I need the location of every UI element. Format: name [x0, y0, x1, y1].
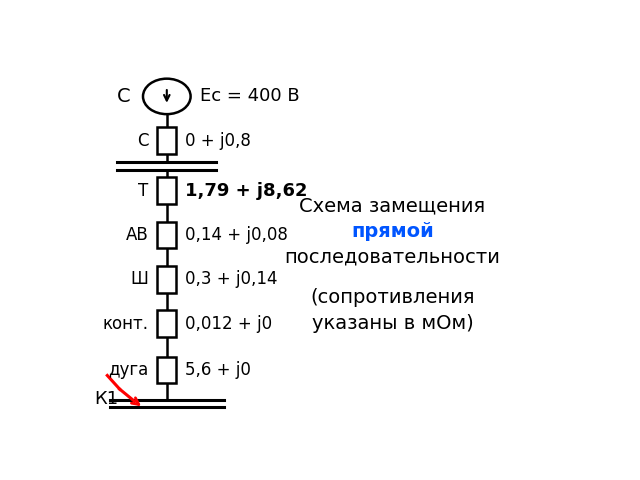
Text: 0 + j0,8: 0 + j0,8: [185, 132, 251, 150]
Text: С: С: [117, 87, 131, 106]
Text: 0,3 + j0,14: 0,3 + j0,14: [185, 270, 278, 288]
Text: 5,6 + j0: 5,6 + j0: [185, 361, 251, 379]
Text: конт.: конт.: [102, 315, 148, 333]
Text: 0,14 + j0,08: 0,14 + j0,08: [185, 226, 288, 244]
Bar: [157, 266, 176, 293]
Text: Схема замещения: Схема замещения: [300, 196, 486, 215]
Text: Ес = 400 В: Ес = 400 В: [200, 87, 299, 106]
Text: дуга: дуга: [108, 361, 148, 379]
Text: последовательности: последовательности: [285, 248, 500, 267]
Text: АВ: АВ: [125, 226, 148, 244]
Bar: [157, 311, 176, 337]
Bar: [157, 222, 176, 248]
Text: С: С: [137, 132, 148, 150]
Text: Т: Т: [138, 181, 148, 200]
Text: 0,012 + j0: 0,012 + j0: [185, 315, 272, 333]
Bar: [157, 357, 176, 383]
Text: 1,79 + j8,62: 1,79 + j8,62: [185, 181, 308, 200]
Text: прямой: прямой: [351, 222, 434, 241]
Text: указаны в мОм): указаны в мОм): [312, 314, 474, 333]
Text: (сопротивления: (сопротивления: [310, 288, 475, 307]
Text: К1: К1: [94, 391, 118, 408]
Text: Ш: Ш: [131, 270, 148, 288]
Bar: [157, 177, 176, 204]
Bar: [157, 128, 176, 154]
